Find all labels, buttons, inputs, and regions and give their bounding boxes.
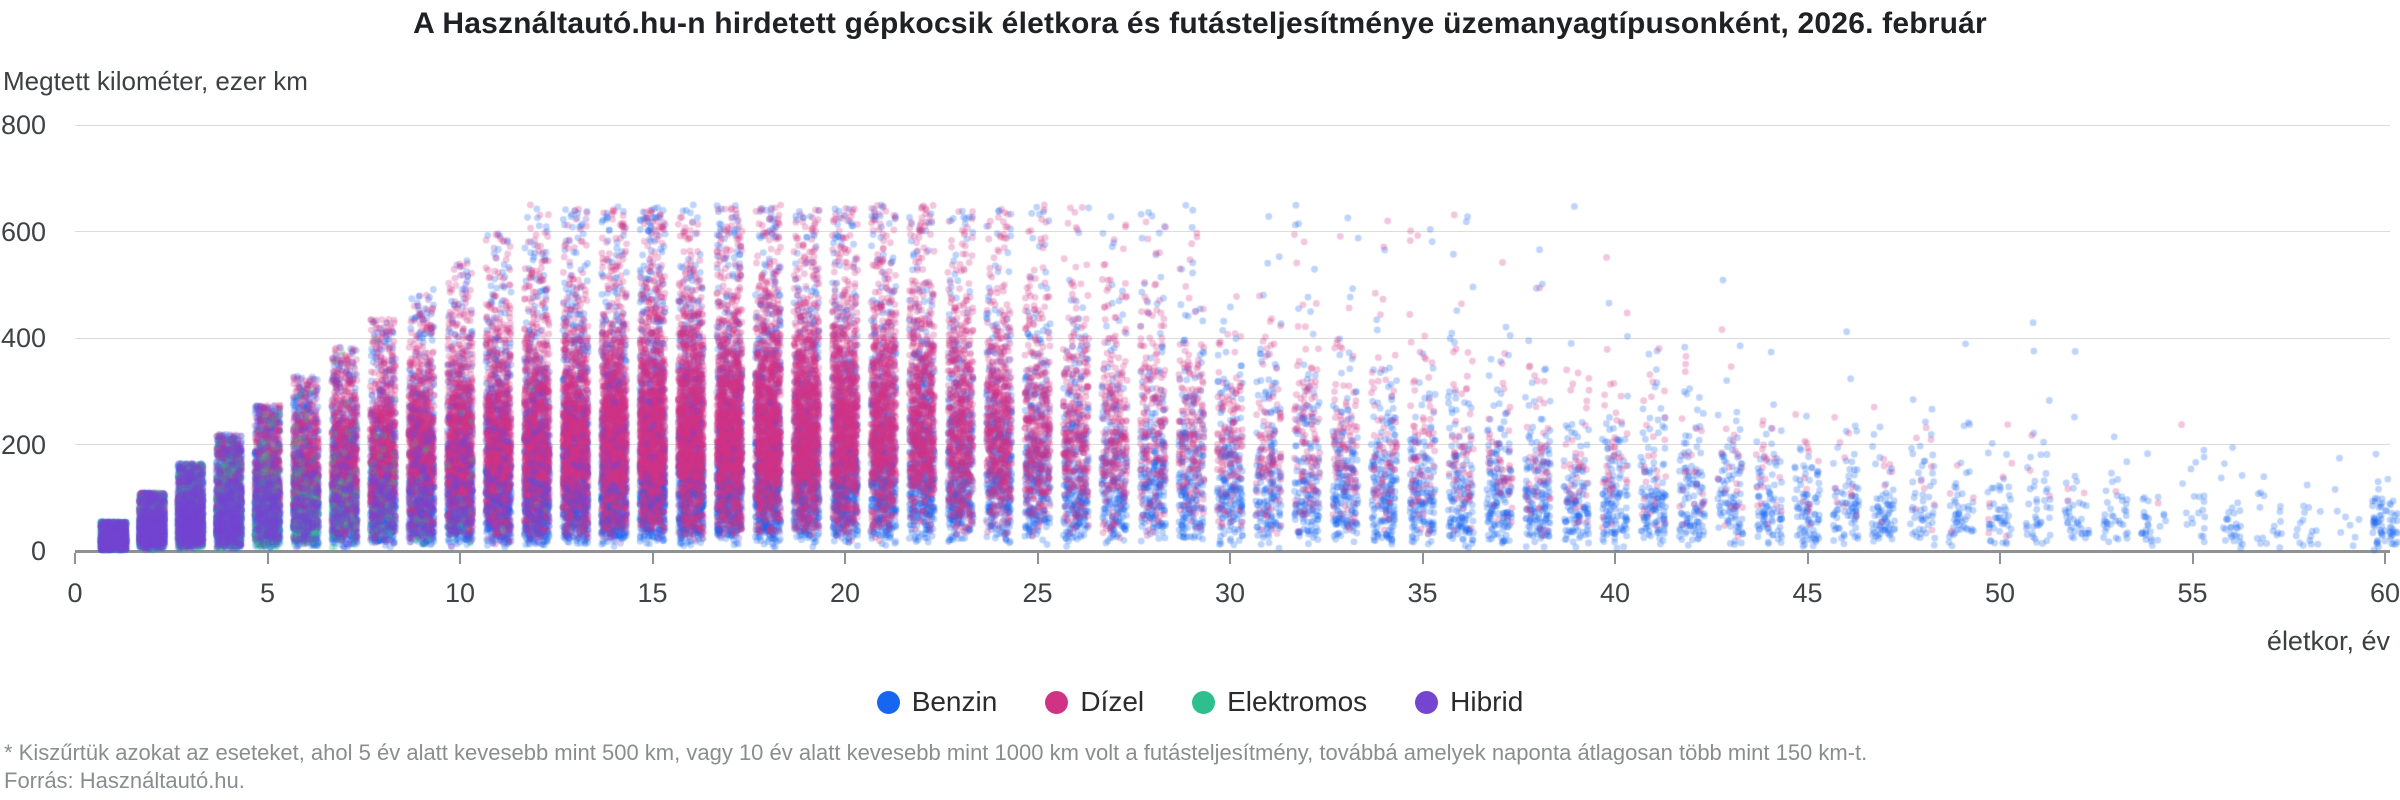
legend-swatch-benzin xyxy=(876,690,900,714)
legend-swatch-dízel xyxy=(1045,690,1069,714)
legend-label-hibrid: Hibrid xyxy=(1450,686,1524,717)
legend-item-dízel: Dízel xyxy=(1045,686,1144,718)
legend-item-benzin: Benzin xyxy=(876,686,998,718)
legend-item-elektromos: Elektromos xyxy=(1192,686,1367,718)
legend-label-benzin: Benzin xyxy=(911,686,998,717)
source-note: Forrás: Használtautó.hu. xyxy=(4,768,245,793)
legend: Benzin Dízel Elektromos Hibrid xyxy=(0,686,2400,718)
legend-swatch-elektromos xyxy=(1192,690,1216,714)
legend-swatch-hibrid xyxy=(1415,690,1439,714)
footnote: * Kiszűrtük azokat az eseteket, ahol 5 é… xyxy=(4,740,1868,765)
legend-item-hibrid: Hibrid xyxy=(1415,686,1523,718)
legend-label-elektromos: Elektromos xyxy=(1227,686,1368,717)
x-axis-title: életkor, év xyxy=(2266,626,2390,656)
legend-label-dízel: Dízel xyxy=(1080,686,1145,717)
